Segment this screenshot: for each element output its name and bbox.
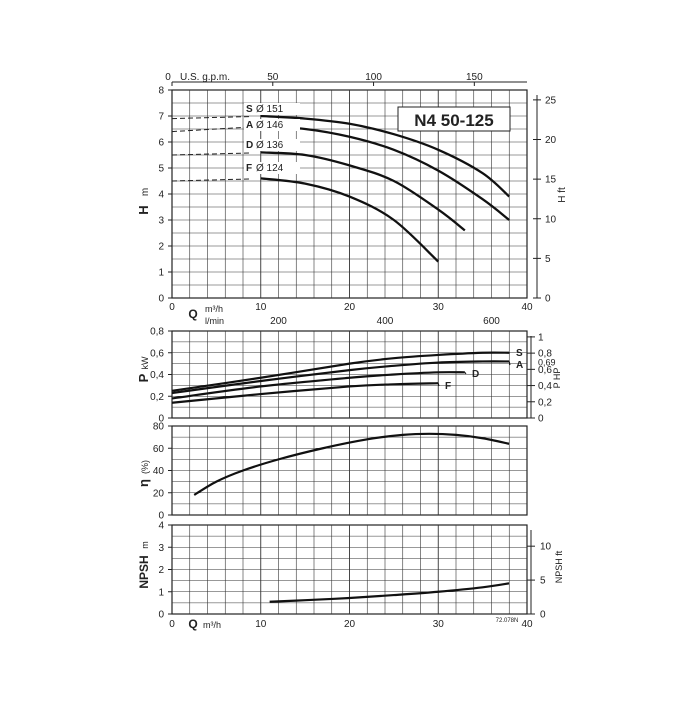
q-m3h-tick-label: 20 [344, 302, 356, 313]
head-ytick-label: 5 [158, 164, 164, 175]
power-ytick-label: 0,6 [150, 348, 164, 359]
head-ytick-label: 0 [158, 294, 164, 305]
head-axis-unit: m [140, 188, 151, 196]
power-axis-title: P [136, 373, 151, 382]
q-bottom-axis-label: Q [188, 617, 197, 631]
q-bottom-tick-label: 40 [521, 619, 533, 630]
drawing-reference: 72.078N [496, 618, 519, 624]
power-ytick-label: 0,2 [150, 392, 164, 403]
head-ft-tick-label: 10 [545, 214, 557, 225]
head-series-A-label: A [246, 120, 253, 131]
head-ft-tick-label: 25 [545, 95, 557, 106]
gpm-tick-label: 0 [165, 72, 171, 83]
q-lmin-tick-label: 600 [483, 316, 500, 327]
efficiency-ytick-label: 60 [153, 444, 165, 455]
q-lmin-tick-label: 400 [377, 316, 394, 327]
gpm-tick-label: 50 [267, 72, 279, 83]
head-ytick-label: 2 [158, 242, 164, 253]
head-series-D-dashed [172, 153, 252, 155]
head-ft-axis-title: H ft [557, 187, 568, 203]
q-bottom-unit: m³/h [203, 620, 221, 630]
power-axis-unit: kW [140, 356, 150, 370]
power-series-A-label: A [516, 360, 523, 371]
efficiency-axis-title: η [136, 479, 151, 487]
npsh-ytick-label: 0 [158, 610, 164, 621]
gpm-tick-label: 150 [466, 72, 483, 83]
chart-title: N4 50-125 [414, 111, 493, 130]
power-hp-tick-label: 0,2 [538, 397, 552, 408]
q-m3h-tick-label: 40 [521, 302, 533, 313]
head-ytick-label: 8 [158, 86, 164, 97]
efficiency-ytick-label: 80 [153, 422, 165, 433]
head-series-D-diameter: Ø 136 [256, 140, 284, 151]
npsh-ytick-label: 1 [158, 587, 164, 598]
head-series-D-label: D [246, 140, 253, 151]
q-bottom-tick-label: 0 [169, 619, 175, 630]
power-series-D-label: D [472, 369, 479, 380]
head-series-F-dashed [172, 179, 252, 181]
npsh-axis-title: NPSH [137, 555, 151, 588]
npsh-ytick-label: 2 [158, 565, 164, 576]
efficiency-panel-grid [172, 426, 527, 515]
head-ytick-label: 1 [158, 268, 164, 279]
power-ytick-label: 0,4 [150, 370, 164, 381]
head-series-S-diameter: Ø 151 [256, 104, 284, 115]
power-hp-axis-title: P HP [552, 368, 562, 389]
head-series-S-label: S [246, 104, 253, 115]
q-m3h-tick-label: 10 [255, 302, 267, 313]
npsh-ytick-label: 4 [158, 521, 164, 532]
power-series-S-label: S [516, 348, 523, 359]
head-series-F-diameter: Ø 124 [256, 163, 284, 174]
head-ytick-label: 6 [158, 138, 164, 149]
npsh-panel-grid [172, 525, 527, 614]
efficiency-ytick-label: 40 [153, 466, 165, 477]
efficiency-axis-unit: (%) [140, 460, 150, 474]
head-ytick-label: 3 [158, 216, 164, 227]
head-ft-tick-label: 15 [545, 175, 557, 186]
npsh-series-curve [270, 583, 510, 601]
q-unit-m3h: m³/h [205, 304, 223, 314]
npsh-ft-tick-label: 10 [540, 542, 552, 553]
npsh-ytick-label: 3 [158, 543, 164, 554]
q-bottom-tick-label: 30 [433, 619, 445, 630]
npsh-axis-unit: m [140, 541, 150, 549]
head-ytick-label: 7 [158, 112, 164, 123]
q-axis-label: Q [188, 307, 197, 321]
efficiency-ytick-label: 20 [153, 488, 165, 499]
head-axis-title: H [136, 205, 151, 214]
head-ft-tick-label: 0 [545, 294, 551, 305]
npsh-ft-axis-title: NPSH ft [554, 550, 564, 583]
gpm-axis-label: U.S. g.p.m. [180, 72, 230, 83]
power-hp-tick-label: 1 [538, 332, 544, 343]
npsh-ft-tick-label: 5 [540, 576, 546, 587]
head-series-S-dashed [172, 117, 252, 119]
head-ft-tick-label: 20 [545, 135, 557, 146]
q-unit-lmin: l/min [205, 316, 224, 326]
power-hp-tick-label: 0,4 [538, 381, 552, 392]
q-m3h-tick-label: 0 [169, 302, 175, 313]
head-series-F-label: F [246, 163, 252, 174]
power-hp-tick-label: 0 [538, 414, 544, 425]
power-series-F-label: F [445, 381, 451, 392]
head-ytick-label: 4 [158, 190, 164, 201]
q-lmin-tick-label: 200 [270, 316, 287, 327]
npsh-ft-tick-label: 0 [540, 610, 546, 621]
gpm-tick-label: 100 [365, 72, 382, 83]
q-bottom-tick-label: 10 [255, 619, 267, 630]
power-series-D-leader [465, 372, 466, 374]
efficiency-series-curve [194, 434, 509, 495]
power-ytick-label: 0,8 [150, 327, 164, 338]
head-series-A-diameter: Ø 146 [256, 120, 284, 131]
head-ft-tick-label: 5 [545, 254, 551, 265]
q-bottom-tick-label: 20 [344, 619, 356, 630]
power-hp-tick-label-069: 0,69 [538, 358, 556, 368]
q-m3h-tick-label: 30 [433, 302, 445, 313]
